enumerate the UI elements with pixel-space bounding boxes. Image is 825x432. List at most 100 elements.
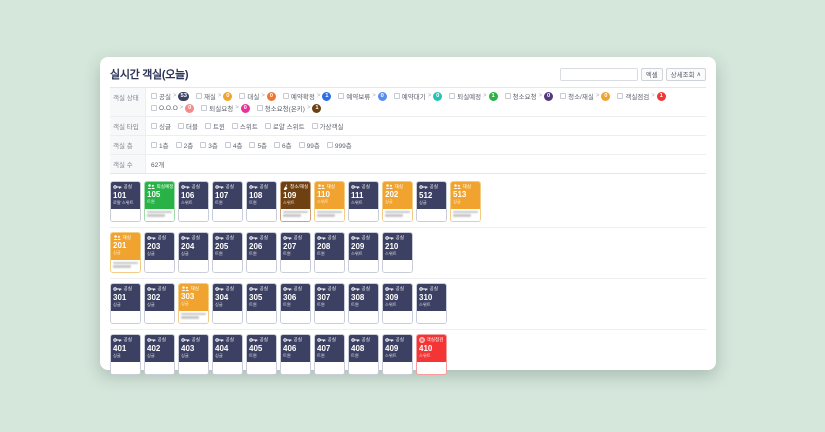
room-card-303[interactable]: 재실 303 싱글 (178, 283, 209, 324)
status-filter-item[interactable]: 재실 >0 (195, 91, 233, 101)
room-card-205[interactable]: 공실 205 트윈 (212, 232, 243, 273)
floor-filter-item[interactable]: 5층 (249, 140, 267, 150)
separator: > (651, 93, 655, 99)
room-card-107[interactable]: 공실 107 트윈 (212, 181, 243, 222)
room-card-410[interactable]: 객실점검 410 스위트 (416, 334, 447, 375)
type-filter-item-label: 가상객실 (319, 124, 344, 131)
key-icon (181, 235, 190, 241)
floor-filter-item[interactable]: 2층 (175, 140, 193, 150)
room-card-108[interactable]: 공실 108 트윈 (246, 181, 277, 222)
room-card-body (417, 362, 446, 374)
room-card-201[interactable]: 재실 201 싱글 (110, 232, 141, 273)
status-filter-item[interactable]: 청소/재실 >0 (560, 91, 611, 101)
room-status-label: 재실 (122, 234, 131, 240)
floor-filter-item[interactable]: 4층 (224, 140, 243, 150)
status-count-badge: 0 (433, 91, 443, 101)
key-icon (351, 286, 360, 292)
room-card-206[interactable]: 공실 206 트윈 (246, 232, 277, 273)
status-filter-item[interactable]: 대실 >0 (239, 91, 276, 101)
room-card-401[interactable]: 공실 401 싱글 (110, 334, 141, 375)
type-filter-item[interactable]: 싱글 (151, 121, 171, 131)
room-card-header: 공실 304 싱글 (213, 284, 242, 311)
room-card-110[interactable]: 재실 110 스위트 (314, 181, 345, 222)
room-status-label: 공실 (157, 337, 166, 342)
room-card-308[interactable]: 공실 308 트윈 (348, 283, 379, 324)
status-filter-item[interactable]: 청소요청 >0 (504, 91, 554, 101)
room-type: 싱글 (113, 352, 121, 358)
floor-filter-item[interactable]: 999층 (326, 140, 352, 150)
status-filter-item[interactable]: 청소요청(온키) >1 (256, 103, 322, 113)
floor-filter-item[interactable]: 1층 (151, 140, 169, 150)
room-type: 트윈 (215, 250, 223, 256)
floor-filter-item[interactable]: 6층 (274, 140, 292, 150)
room-card-header: 공실 408 트윈 (349, 335, 378, 362)
floor-filter-item[interactable]: 3층 (200, 140, 218, 150)
room-card-512[interactable]: 공실 512 싱글 (416, 181, 447, 222)
status-filter-item[interactable]: 예약확정 >1 (282, 91, 332, 101)
status-filter-item[interactable]: 예약대기 >0 (393, 91, 443, 101)
room-card-202[interactable]: 재실 202 싱글 (382, 181, 413, 222)
status-filter-item[interactable]: 예약보류 >0 (338, 91, 387, 101)
room-card-301[interactable]: 공실 301 싱글 (110, 283, 141, 324)
room-card-105[interactable]: 퇴실예정 105 트윈 (144, 181, 175, 222)
room-card-106[interactable]: 공실 106 스위트 (178, 181, 209, 222)
room-card-310[interactable]: 공실 310 스위트 (416, 283, 447, 324)
room-card-409[interactable]: 공실 409 스위트 (382, 334, 413, 375)
room-type: 트윈 (317, 352, 325, 358)
room-card-111[interactable]: 공실 111 스위트 (348, 181, 379, 222)
room-card-407[interactable]: 공실 407 트윈 (314, 334, 345, 375)
status-filter-item[interactable]: 퇴실요청 >0 (201, 103, 250, 113)
type-filter-item[interactable]: 로얄 스위트 (264, 121, 305, 131)
room-card-307[interactable]: 공실 307 트윈 (314, 283, 345, 324)
type-filter-item[interactable]: 더블 (177, 121, 198, 131)
status-filter-item[interactable]: 공실 >53 (151, 91, 189, 101)
room-card-204[interactable]: 공실 204 싱글 (178, 232, 209, 273)
type-filter-item[interactable]: 가상객실 (311, 121, 344, 131)
room-card-403[interactable]: 공실 403 싱글 (178, 334, 209, 375)
separator: > (427, 93, 432, 99)
room-card-109[interactable]: 청소/재실 109 스위트 (280, 181, 311, 222)
room-number: 402 (147, 343, 161, 353)
room-card-404[interactable]: 공실 404 싱글 (212, 334, 243, 375)
room-card-209[interactable]: 공실 209 스위트 (348, 232, 379, 273)
type-filter-item[interactable]: 트윈 (204, 121, 225, 131)
room-card-306[interactable]: 공실 306 트윈 (280, 283, 311, 324)
floor-filter-item[interactable]: 99층 (298, 140, 320, 150)
room-card-body (383, 362, 412, 374)
room-card-309[interactable]: 공실 309 스위트 (382, 283, 413, 324)
checkbox-icon (311, 123, 318, 129)
room-card-302[interactable]: 공실 302 싱글 (144, 283, 175, 324)
room-card-body (179, 260, 208, 272)
room-card-210[interactable]: 공실 210 스위트 (382, 232, 413, 273)
room-card-203[interactable]: 공실 203 싱글 (144, 232, 175, 273)
excel-button[interactable]: 엑셀 (640, 67, 663, 81)
room-type: 싱글 (215, 301, 223, 307)
status-filter-item[interactable]: O.O.O >0 (151, 103, 195, 113)
type-filter-item[interactable]: 스위트 (231, 121, 258, 131)
room-card-406[interactable]: 공실 406 트윈 (280, 334, 311, 375)
key-icon (351, 184, 360, 190)
room-card-header: 공실 106 스위트 (179, 182, 208, 209)
room-card-101[interactable]: 공실 101 로얄 스위트 (110, 181, 141, 222)
floor-filter-item-label: 4층 (232, 143, 243, 150)
room-card-408[interactable]: 공실 408 트윈 (348, 334, 379, 375)
status-filter-item-label: 청소요청 (512, 94, 537, 101)
room-card-304[interactable]: 공실 304 싱글 (212, 283, 243, 324)
room-card-305[interactable]: 공실 305 트윈 (246, 283, 277, 324)
room-number: 105 (147, 190, 161, 199)
room-card-207[interactable]: 공실 207 트윈 (280, 232, 311, 273)
status-filter-item[interactable]: 객실점검 >1 (617, 91, 666, 101)
key-icon (249, 235, 258, 241)
checkbox-icon (151, 123, 157, 129)
room-card-header: 재실 513 싱글 (451, 182, 480, 209)
room-card-513[interactable]: 재실 513 싱글 (450, 181, 481, 222)
room-card-405[interactable]: 공실 405 트윈 (246, 334, 277, 375)
search-input[interactable] (559, 67, 638, 81)
room-card-208[interactable]: 공실 208 트윈 (314, 232, 345, 273)
key-icon (147, 337, 156, 343)
room-card-402[interactable]: 공실 402 싱글 (144, 334, 175, 375)
room-number: 304 (215, 292, 229, 302)
detail-view-button[interactable]: 상세조회 ∧ (665, 67, 706, 81)
status-filter-item[interactable]: 퇴실예정 >1 (449, 91, 498, 101)
room-type: 싱글 (453, 199, 461, 204)
